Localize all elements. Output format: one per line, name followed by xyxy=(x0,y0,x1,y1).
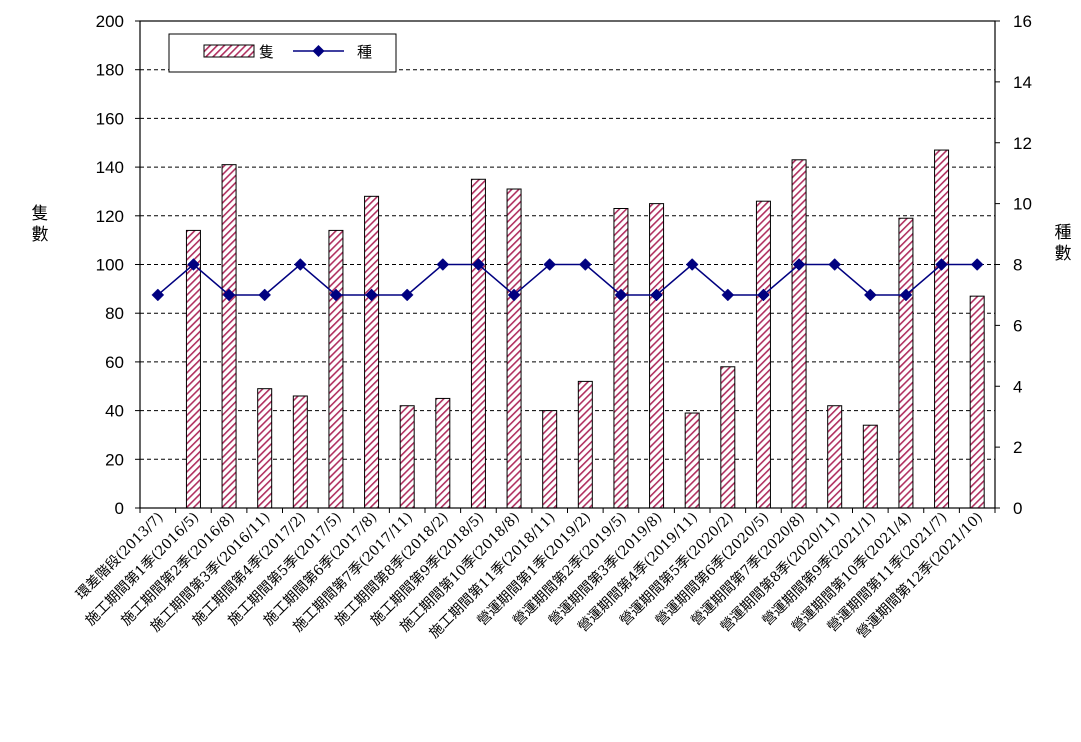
bar xyxy=(470,178,486,509)
bar xyxy=(577,380,593,509)
bar xyxy=(898,217,914,509)
line-point xyxy=(222,288,236,302)
bar xyxy=(257,388,273,509)
legend: 隻種 xyxy=(168,33,397,73)
line-point xyxy=(507,288,521,302)
bar xyxy=(862,424,878,509)
bar xyxy=(221,164,237,509)
y-tick-label: 140 xyxy=(96,158,124,177)
line-point xyxy=(650,288,663,302)
left-axis-ticks: 0 20 40 60 80 100 120 140 160 180 200 xyxy=(96,12,140,518)
line-point xyxy=(757,288,770,302)
y-tick-label: 100 xyxy=(96,256,124,275)
line-point xyxy=(543,258,557,271)
line-point xyxy=(863,288,877,302)
y2-tick-label: 4 xyxy=(1013,377,1022,396)
y2-tick-label: 12 xyxy=(1013,134,1032,153)
legend-label: 種 xyxy=(357,43,372,61)
line-series xyxy=(151,258,984,302)
line-point xyxy=(721,288,735,302)
line-point xyxy=(187,258,200,271)
y2-tick-label: 8 xyxy=(1013,256,1022,275)
y2-tick-label: 2 xyxy=(1013,438,1022,457)
line-point xyxy=(685,258,699,271)
legend-bar-swatch xyxy=(203,44,255,58)
line-point xyxy=(792,258,806,271)
line-point xyxy=(400,288,414,302)
bar xyxy=(292,395,308,509)
y2-tick-label: 6 xyxy=(1013,316,1022,335)
left-axis-title: 隻數 xyxy=(32,204,49,245)
y-tick-label: 0 xyxy=(115,499,124,518)
line-point xyxy=(436,258,450,271)
bar-series xyxy=(185,149,985,509)
right-axis-title: 種數 xyxy=(1055,223,1072,264)
bar xyxy=(506,188,522,509)
line-point xyxy=(970,258,984,271)
line-point xyxy=(151,288,165,302)
line-point xyxy=(365,288,378,302)
bar xyxy=(185,229,201,509)
line-point xyxy=(578,258,592,271)
y-tick-label: 40 xyxy=(105,402,124,421)
y2-axis-title: 種數 xyxy=(1055,223,1072,264)
line-point xyxy=(935,258,948,271)
bar xyxy=(827,405,843,509)
bar xyxy=(684,412,700,509)
category-axis-labels: 環差階段(2013/7)施工期間第1季(2016/5)施工期間第2季(2016/… xyxy=(73,508,996,642)
bar xyxy=(364,195,380,509)
legend-label: 隻 xyxy=(259,43,274,61)
y-tick-label: 200 xyxy=(96,12,124,31)
bar xyxy=(755,200,771,509)
bar xyxy=(328,229,344,509)
y2-tick-label: 14 xyxy=(1013,73,1032,92)
bar xyxy=(542,410,558,509)
bar xyxy=(969,295,985,509)
line-point xyxy=(614,288,628,302)
bar xyxy=(435,397,451,509)
bar xyxy=(649,203,665,509)
bar xyxy=(791,159,807,509)
series-line xyxy=(157,263,978,296)
y2-tick-label: 16 xyxy=(1013,12,1032,31)
line-point xyxy=(899,288,913,302)
line-point xyxy=(258,288,272,302)
y-tick-label: 80 xyxy=(105,304,124,323)
y-tick-label: 120 xyxy=(96,207,124,226)
line-point xyxy=(828,258,842,271)
line-point xyxy=(293,258,307,271)
y-tick-label: 20 xyxy=(105,450,124,469)
y2-tick-label: 10 xyxy=(1013,195,1032,214)
right-axis-ticks: 0 2 4 6 8 10 12 14 16 xyxy=(995,12,1032,518)
y-tick-label: 160 xyxy=(96,109,124,128)
bar xyxy=(720,366,736,509)
line-point xyxy=(472,258,485,271)
bar xyxy=(613,207,629,509)
y-tick-label: 60 xyxy=(105,353,124,372)
y2-tick-label: 0 xyxy=(1013,499,1022,518)
y-axis-title: 隻數 xyxy=(32,204,49,245)
bar xyxy=(399,405,415,509)
y-tick-label: 180 xyxy=(96,61,124,80)
line-point xyxy=(329,288,343,302)
legend-marker xyxy=(312,45,325,57)
bar xyxy=(934,149,950,509)
